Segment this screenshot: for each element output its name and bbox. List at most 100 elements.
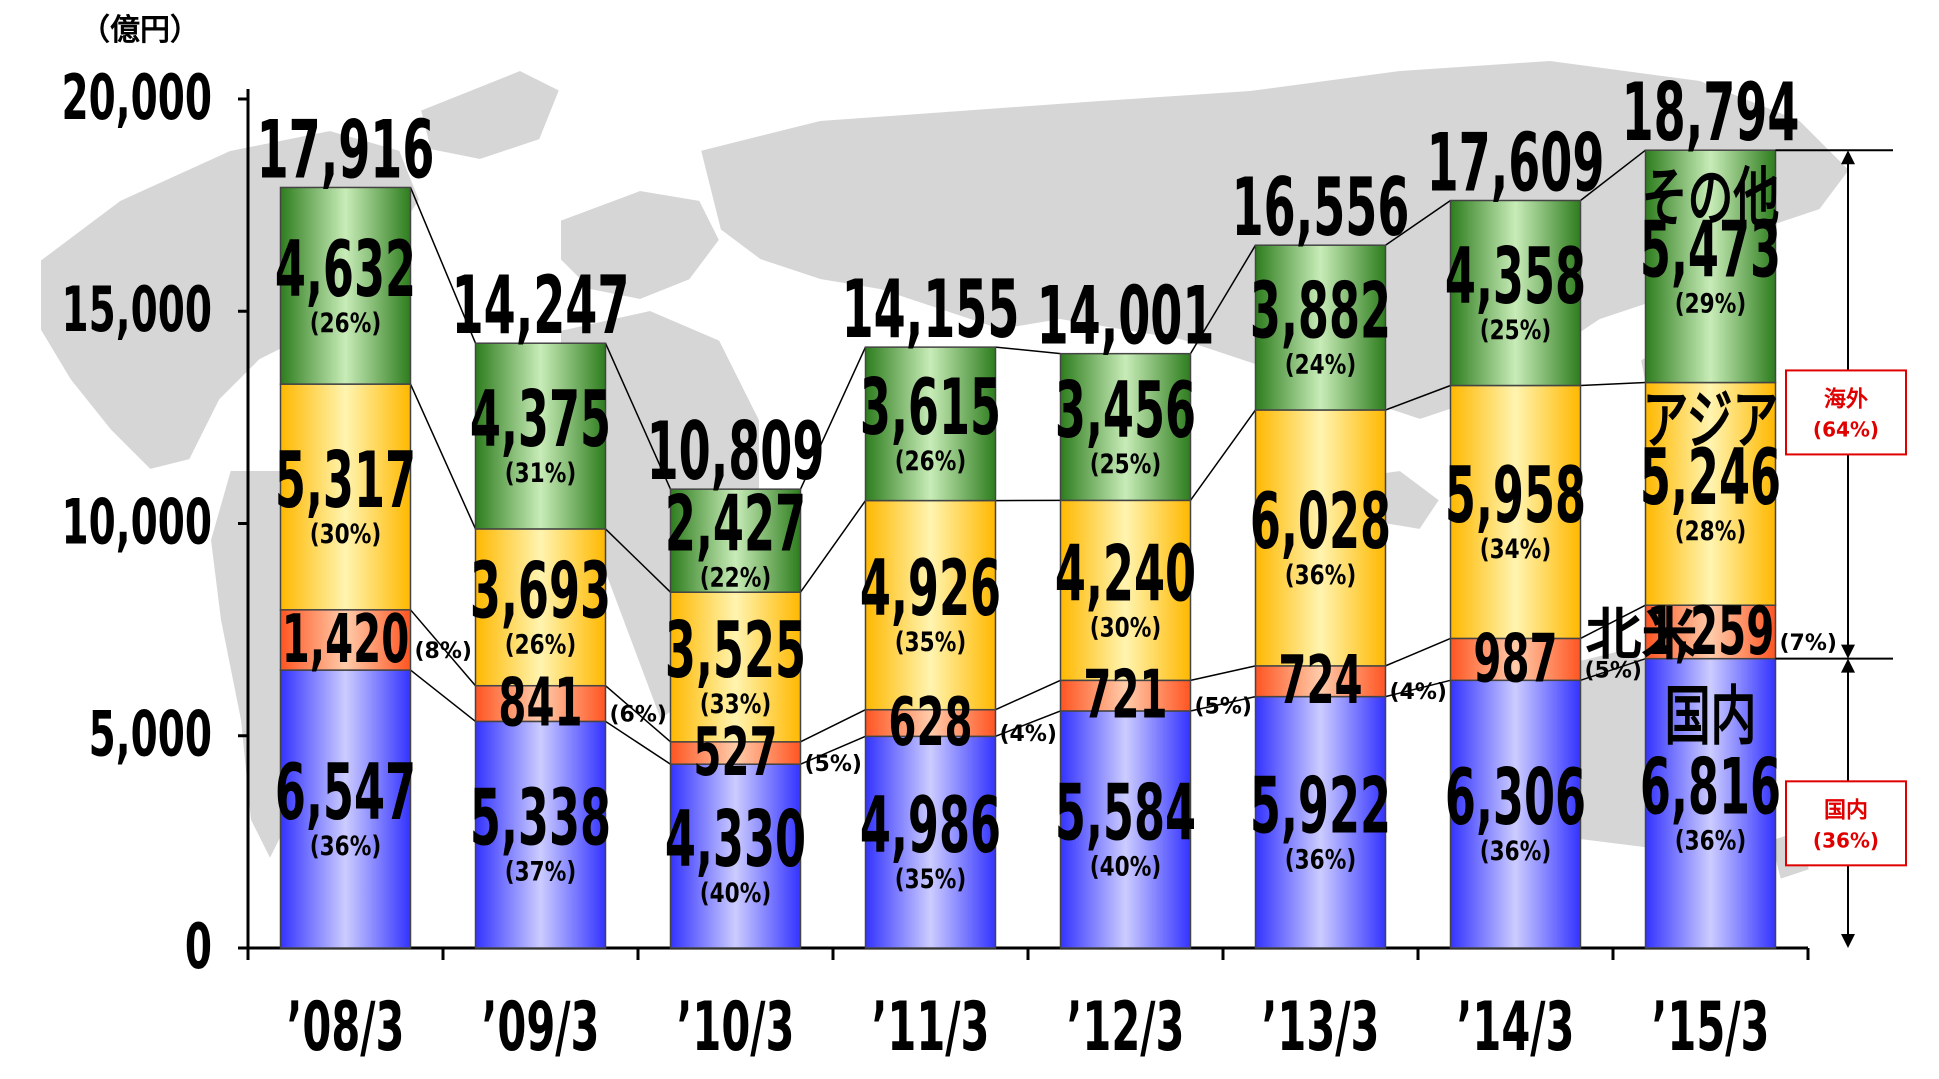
domestic-share-pct: (36%) <box>1813 828 1879 852</box>
segment-value-label: 5,317 <box>275 435 416 526</box>
segment-value-label: 841 <box>498 665 582 743</box>
overseas-arrow-head-down <box>1841 644 1855 659</box>
bar-segment-2 <box>279 383 412 611</box>
bar-segment-0 <box>1059 710 1192 949</box>
segment-pct-label: (6%) <box>610 703 667 728</box>
connector-line <box>604 528 672 593</box>
bar-segment-1 <box>1254 665 1387 698</box>
domestic-arrow-head-up <box>1841 658 1855 673</box>
connector-line <box>799 500 867 593</box>
segment-pct-label: (7%) <box>1780 631 1837 656</box>
segment-value-label: 628 <box>888 684 972 762</box>
segment-pct-label: (28%) <box>1675 516 1746 547</box>
segment-value-label: 4,330 <box>665 794 806 885</box>
segment-pct-label: (5%) <box>805 752 862 777</box>
segment-value-label: 6,816 <box>1640 741 1781 832</box>
bar-groups <box>279 149 1777 949</box>
y-unit-label: （億円） <box>80 13 200 48</box>
y-tick-label: 15,000 <box>62 275 212 347</box>
segment-pct-label: (35%) <box>895 627 966 658</box>
segment-pct-label: (40%) <box>700 878 771 909</box>
segment-pct-label: (37%) <box>505 857 576 888</box>
connector-line <box>1580 149 1646 202</box>
segment-value-label: 6,306 <box>1445 752 1586 843</box>
bar-segment-2 <box>864 499 997 711</box>
segment-pct-label: (24%) <box>1285 350 1356 381</box>
segment-value-label: 6,547 <box>275 747 416 838</box>
bar-segment-1 <box>1644 604 1777 660</box>
connector-line <box>1580 657 1646 682</box>
segment-pct-label: (4%) <box>1000 722 1057 747</box>
connector-line <box>1385 679 1451 698</box>
series-name-other: その他 <box>1642 161 1780 236</box>
segment-pct-label: (33%) <box>700 689 771 720</box>
connector-line <box>409 609 477 687</box>
connector-line <box>1385 384 1451 411</box>
segment-value-label: 4,240 <box>1055 528 1196 619</box>
segment-value-label: 3,456 <box>1055 365 1196 456</box>
segment-value-label: 6,028 <box>1250 476 1391 567</box>
segment-pct-label: (25%) <box>1480 315 1551 346</box>
total-value-label: 14,247 <box>452 260 630 353</box>
segment-pct-label: (30%) <box>1090 612 1161 643</box>
bar-segment-3 <box>669 488 802 593</box>
segment-pct-label: (36%) <box>1675 825 1746 856</box>
connector-line <box>800 709 866 743</box>
connector-line <box>1580 381 1646 387</box>
segment-value-label: 4,926 <box>860 543 1001 634</box>
series-name-domestic: 国内 <box>1665 680 1757 755</box>
x-tick-label: ’08/3 <box>287 989 405 1067</box>
bar-segment-1 <box>1449 637 1582 682</box>
overseas-share-title: 海外 <box>1824 386 1868 412</box>
segment-pct-label: (35%) <box>895 864 966 895</box>
bar-segment-3 <box>474 342 607 530</box>
connector-line <box>604 342 672 490</box>
connector-line <box>995 346 1061 355</box>
connector-line <box>800 735 866 765</box>
segment-value-label: 5,246 <box>1640 432 1781 523</box>
overseas-share-box <box>1785 369 1907 456</box>
x-tick-label: ’09/3 <box>482 989 600 1067</box>
chart-axes: （億円） 0 5,000 10,000 15,000 20,000 ’08/3 ’09/3 ’1… <box>62 13 1810 1067</box>
segment-pct-label: (40%) <box>1090 851 1161 882</box>
bar-segment-0 <box>279 669 412 949</box>
segment-value-label: 1,259 <box>1647 593 1775 671</box>
total-value-label: 16,556 <box>1232 162 1410 255</box>
bar-segment-3 <box>1059 352 1192 502</box>
segment-value-label: 4,358 <box>1445 231 1586 322</box>
segment-value-label: 5,922 <box>1250 760 1391 851</box>
connector-line <box>1385 199 1451 246</box>
bar-segment-0 <box>669 763 802 949</box>
y-tick-label: 10,000 <box>62 487 212 559</box>
domestic-share-title: 国内 <box>1824 798 1868 823</box>
connector-lines <box>409 149 1646 765</box>
domestic-share-box <box>1785 780 1907 867</box>
segment-value-label: 987 <box>1473 621 1557 699</box>
x-tick-label: ’13/3 <box>1262 989 1380 1067</box>
bar-segment-1 <box>1059 679 1192 712</box>
y-tick-label: 0 <box>185 912 212 984</box>
segment-pct-label: (36%) <box>1480 836 1551 867</box>
segment-pct-label: (31%) <box>505 458 576 489</box>
connector-line <box>799 346 867 490</box>
bar-segment-1 <box>474 684 607 723</box>
segment-pct-label: (26%) <box>505 629 576 660</box>
total-value-label: 17,609 <box>1427 117 1605 210</box>
segment-pct-label: (26%) <box>310 308 381 339</box>
segment-pct-label: (22%) <box>700 563 771 594</box>
bar-segment-2 <box>1059 499 1192 682</box>
connector-line <box>605 685 671 743</box>
bar-segment-3 <box>1449 199 1582 387</box>
segment-value-label: 5,338 <box>470 772 611 863</box>
share-brackets: 海外 (64%) 国内 (36%) <box>1775 149 1907 948</box>
connector-line <box>995 710 1061 738</box>
segment-pct-label: (26%) <box>895 446 966 477</box>
connector-line <box>1189 409 1257 501</box>
connector-line <box>409 187 477 344</box>
segment-value-label: 3,693 <box>470 545 611 636</box>
segment-pct-label: (36%) <box>310 831 381 862</box>
segment-value-label: 4,375 <box>470 374 611 465</box>
bar-segment-2 <box>1644 381 1777 606</box>
segment-value-label: 3,615 <box>860 362 1001 453</box>
segment-pct-label: (29%) <box>1675 288 1746 319</box>
